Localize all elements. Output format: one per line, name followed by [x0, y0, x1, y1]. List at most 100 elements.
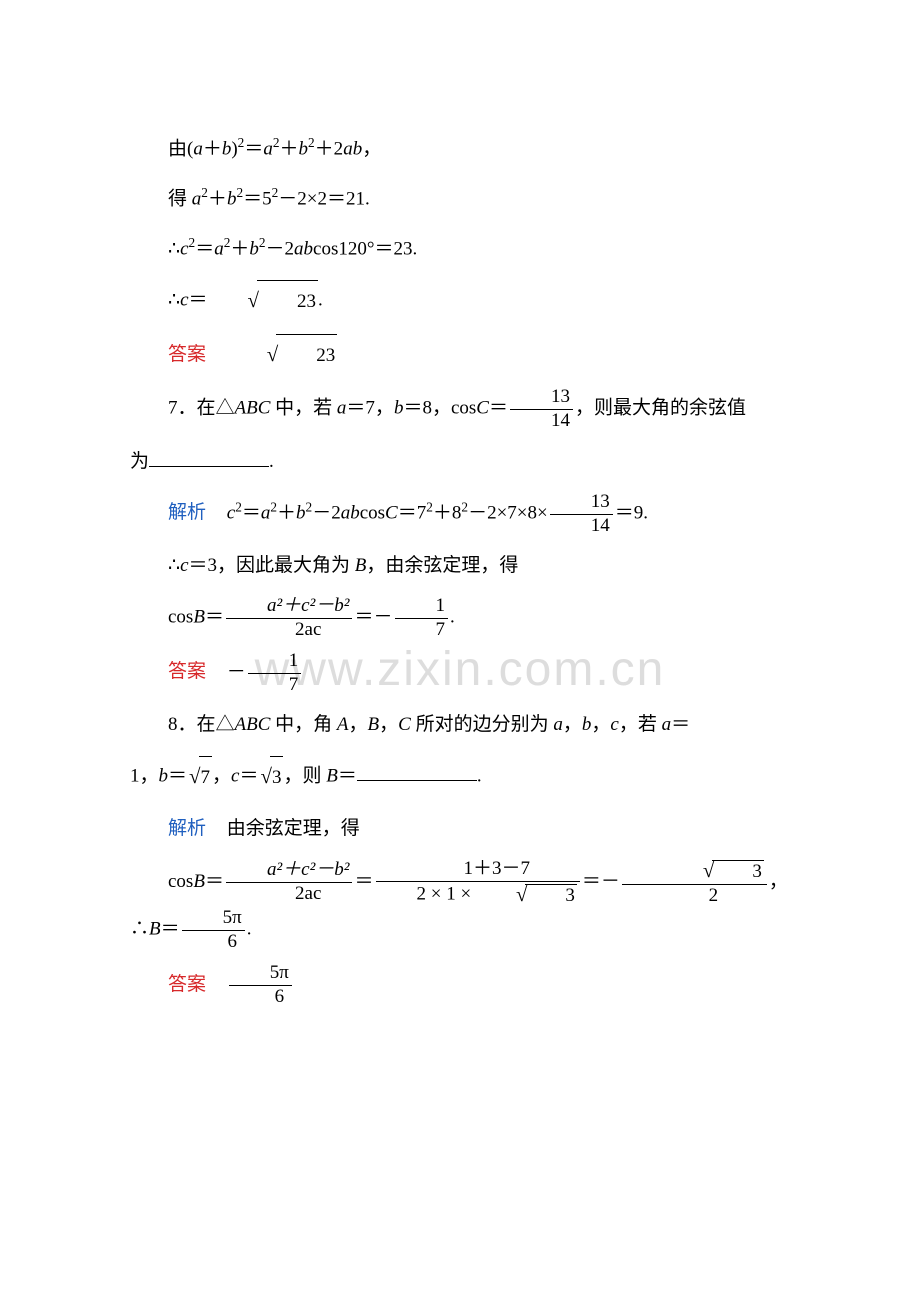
t: ＋ [203, 138, 222, 159]
v: a [193, 138, 203, 159]
answer-line: 答案 5π6 [130, 962, 790, 1009]
v: B [193, 607, 205, 628]
t: －2 [266, 239, 295, 260]
num: 1 [395, 595, 449, 619]
t: － [227, 661, 246, 682]
t: ＝ [671, 714, 690, 735]
question-8: 8．在△ABC 中，角 A，B，C 所对的边分别为 a，b，c，若 a＝ [130, 704, 790, 746]
num: 5π [182, 907, 245, 931]
v: b [296, 502, 306, 523]
solution-label: 解析 [168, 818, 206, 839]
rad: 23 [276, 334, 337, 377]
num: 13 [550, 491, 613, 515]
t: ＋8 [433, 502, 462, 523]
v: b [299, 138, 309, 159]
v: B [149, 919, 161, 940]
t: ∴ [168, 290, 180, 311]
t: ＝ [161, 919, 180, 940]
t: ＝9. [615, 502, 648, 523]
t: cos [168, 871, 193, 892]
rad: 3 [270, 756, 284, 799]
t: . [450, 607, 455, 628]
v: a [192, 188, 202, 209]
num: 5π [229, 962, 292, 986]
step-line: ∴c＝ 23. [130, 278, 790, 324]
t: cos [168, 607, 193, 628]
den: 2 [622, 885, 767, 908]
t: －2×2＝21. [278, 188, 369, 209]
t: ，由余弦定理，得 [366, 555, 518, 576]
v: b [582, 714, 592, 735]
v: a [261, 502, 271, 523]
step-line: 得 a2＋b2＝52－2×2＝21. [130, 178, 790, 220]
t: ， [563, 714, 582, 735]
answer-label: 答案 [168, 974, 206, 995]
v: ab [341, 502, 360, 523]
t: ＝ [242, 502, 261, 523]
solution-line: cosB＝a²＋c²－b²2ac＝1＋3－72 × 1 × 3＝－32，∴B＝5… [130, 858, 790, 954]
num: 13 [510, 386, 573, 410]
t: ＝ [244, 138, 263, 159]
sup: 2 [235, 499, 242, 514]
rad: 3 [525, 884, 577, 908]
num: 1＋3－7 [376, 858, 580, 882]
t: ， [362, 138, 381, 159]
den: 7 [248, 674, 302, 697]
t: ＝ [354, 871, 373, 892]
sqrt: 3 [476, 882, 577, 908]
v: C [385, 502, 398, 523]
t: ∴ [168, 555, 180, 576]
fraction: a²＋c²－b²2ac [226, 595, 353, 642]
sup: 2 [259, 235, 266, 250]
document-body: 由(a＋b)2＝a2＋b2＋2ab， 得 a2＋b2＝52－2×2＝21. ∴c… [0, 0, 920, 1077]
v: b [159, 765, 169, 786]
den: 2 × 1 × 3 [376, 882, 580, 908]
t: ＝ [239, 765, 258, 786]
v: C [398, 714, 411, 735]
t: ， [349, 714, 368, 735]
den: 6 [182, 931, 245, 954]
v: ab [294, 239, 313, 260]
v: C [476, 398, 489, 419]
t: ＝ [189, 290, 208, 311]
v: ab [343, 138, 362, 159]
v: c [180, 239, 188, 260]
num: a²＋c²－b² [226, 859, 353, 883]
v: A [337, 714, 349, 735]
sup: 2 [273, 135, 280, 150]
sup: 2 [201, 185, 208, 200]
sqrt: 7 [187, 754, 212, 800]
step-line: ∴c2＝a2＋b2－2abcos120°＝23. [130, 228, 790, 270]
den: 14 [550, 515, 613, 538]
fraction: 32 [622, 858, 767, 908]
answer-label: 答案 [168, 344, 206, 365]
v: c [180, 290, 188, 311]
t: 中，角 [270, 714, 337, 735]
fraction: a²＋c²－b²2ac [226, 859, 353, 906]
solution-line: 解析 由余弦定理，得 [130, 808, 790, 850]
t: ＝7， [346, 398, 394, 419]
t: ， [212, 765, 231, 786]
blank [357, 762, 477, 781]
t: ＝ [338, 765, 357, 786]
t: ＋ [277, 502, 296, 523]
rad: 23 [257, 280, 318, 323]
question-8-cont: 1，b＝7，c＝3，则 B＝. [130, 754, 790, 800]
v: a [553, 714, 563, 735]
v: b [249, 239, 259, 260]
t: ＝－ [354, 607, 392, 628]
v: a [214, 239, 224, 260]
t: ，若 [619, 714, 662, 735]
rad: 7 [199, 756, 213, 799]
v: b [227, 188, 237, 209]
t: . [318, 290, 323, 311]
t: ＝3，因此最大角为 [189, 555, 355, 576]
num: 1 [248, 650, 302, 674]
t: ∴ [168, 239, 180, 260]
t: ＝ [205, 607, 224, 628]
fraction: 1314 [510, 386, 573, 433]
sqrt: 3 [258, 754, 283, 800]
t: . [247, 919, 252, 940]
t: ＋2 [315, 138, 344, 159]
fraction: 1314 [550, 491, 613, 538]
